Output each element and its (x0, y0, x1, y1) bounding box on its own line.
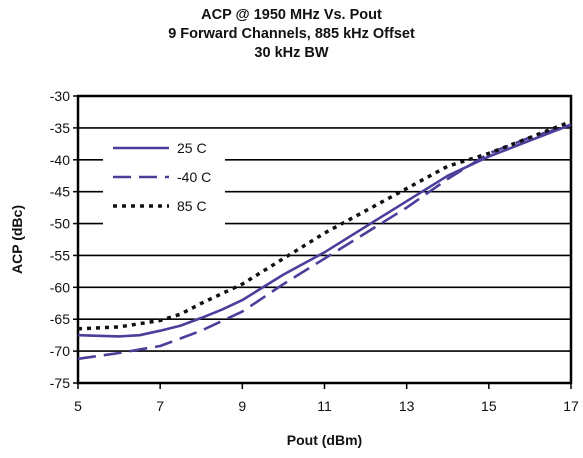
series-line-25C (77, 123, 572, 338)
y-tick-label: -60 (50, 279, 70, 295)
y-tick-label: -45 (50, 184, 70, 200)
x-axis-ticks: 5 7 9 11 13 15 17 (74, 383, 579, 414)
x-tick-label: 15 (481, 398, 497, 414)
y-axis-title: ACP (dBc) (9, 205, 25, 274)
legend-label: -40 C (177, 169, 211, 185)
x-tick-label: 11 (317, 398, 332, 414)
x-tick-label: 5 (74, 398, 82, 414)
legend: 25 C -40 C 85 C (113, 140, 211, 214)
chart-subtitle-2: 30 kHz BW (254, 45, 329, 61)
legend-label: 25 C (177, 140, 207, 156)
y-tick-label: -50 (50, 216, 70, 232)
y-tick-label: -70 (50, 343, 70, 359)
legend-box (103, 134, 225, 227)
y-tick-label: -35 (50, 120, 70, 136)
chart-subtitle-1: 9 Forward Channels, 885 kHz Offset (168, 26, 415, 42)
x-tick-label: 9 (238, 398, 246, 414)
x-tick-label: 7 (156, 398, 164, 414)
y-tick-label: -75 (50, 375, 70, 391)
series-lines (77, 119, 572, 361)
y-tick-label: -65 (50, 311, 70, 327)
series-line-minus40C (77, 123, 572, 361)
chart-title-block: ACP @ 1950 MHz Vs. Pout 9 Forward Channe… (0, 6, 583, 63)
chart-title: ACP @ 1950 MHz Vs. Pout (201, 7, 382, 23)
legend-label: 85 C (177, 198, 207, 214)
x-tick-label: 13 (399, 398, 415, 414)
y-tick-label: -55 (50, 247, 70, 263)
y-tick-label: -40 (50, 152, 70, 168)
y-tick-label: -30 (50, 88, 70, 104)
x-axis-title: Pout (dBm) (287, 432, 362, 448)
x-tick-label: 17 (563, 398, 579, 414)
y-axis-ticks: -30 -35 -40 -45 -50 -55 -60 -65 -70 -75 (50, 88, 78, 391)
